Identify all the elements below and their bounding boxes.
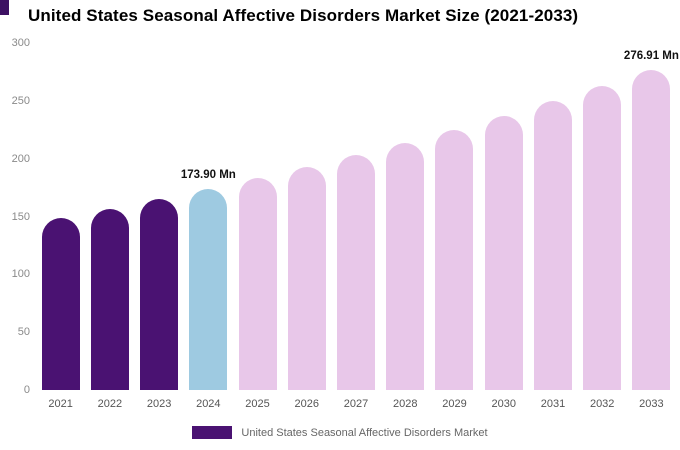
x-tick-label-2021: 2021 bbox=[48, 398, 73, 410]
x-tick-label-2022: 2022 bbox=[97, 398, 123, 410]
bar-2028 bbox=[386, 142, 425, 390]
legend: United States Seasonal Affective Disorde… bbox=[0, 426, 680, 439]
bar-column-2031: 2031 bbox=[528, 43, 577, 410]
y-tick-label: 200 bbox=[11, 152, 30, 165]
bar-2026 bbox=[287, 167, 326, 390]
y-tick-label: 300 bbox=[11, 37, 30, 49]
bar-2027 bbox=[337, 155, 376, 390]
y-tick-label: 100 bbox=[11, 268, 30, 281]
y-tick-label: 250 bbox=[11, 94, 30, 107]
y-tick-label: 150 bbox=[11, 210, 30, 223]
bar-column-2029: 2029 bbox=[430, 43, 479, 410]
bar-2030 bbox=[484, 115, 523, 390]
bar-column-2033: 276.91 Mn 2033 bbox=[623, 43, 679, 410]
y-tick-label: 50 bbox=[17, 326, 30, 339]
bar-column-2025: 2025 bbox=[233, 43, 282, 410]
bar-2024 bbox=[189, 188, 228, 390]
bar-2033 bbox=[632, 69, 671, 390]
x-tick-label-2027: 2027 bbox=[343, 398, 369, 410]
bar-column-2022: 2022 bbox=[85, 43, 134, 410]
plot-area: 0 50 100 150 200 250 300 2021 2022 2023 173.90 Mn… bbox=[0, 37, 680, 410]
bar-2023 bbox=[140, 198, 179, 390]
bar-2021 bbox=[41, 217, 80, 390]
chart-title: United States Seasonal Affective Disorde… bbox=[28, 6, 579, 25]
x-tick-label-2023: 2023 bbox=[146, 398, 172, 410]
x-tick-label-2029: 2029 bbox=[442, 398, 467, 410]
x-tick-label-2024: 2024 bbox=[196, 398, 221, 410]
bar-column-2023: 2023 bbox=[134, 43, 183, 410]
y-axis: 0 50 100 150 200 250 300 bbox=[0, 37, 30, 396]
x-tick-label-2032: 2032 bbox=[589, 398, 615, 410]
x-tick-label-2026: 2026 bbox=[294, 398, 320, 410]
bar-column-2021: 2021 bbox=[36, 43, 85, 410]
y-tick-label: 0 bbox=[23, 384, 30, 396]
bar-column-2026: 2026 bbox=[282, 43, 331, 410]
bar-2022 bbox=[90, 208, 129, 390]
bar-series: 2021 2022 2023 173.90 Mn 2024 2025 2026 2027 202… bbox=[36, 43, 679, 410]
bar-column-2032: 2032 bbox=[578, 43, 627, 410]
corner-artifact bbox=[0, 0, 9, 15]
x-tick-label-2028: 2028 bbox=[393, 398, 418, 410]
bar-2025 bbox=[238, 178, 277, 390]
bar-value-label-2024: 173.90 Mn bbox=[180, 168, 236, 181]
x-tick-label-2030: 2030 bbox=[491, 398, 516, 410]
bar-2032 bbox=[583, 85, 622, 390]
legend-label: United States Seasonal Affective Disorde… bbox=[241, 426, 488, 439]
x-tick-label-2025: 2025 bbox=[245, 398, 270, 410]
bar-column-2024: 173.90 Mn 2024 bbox=[180, 43, 236, 410]
x-tick-label-2033: 2033 bbox=[639, 398, 664, 410]
bar-value-label-2033: 276.91 Mn bbox=[623, 49, 679, 62]
x-tick-label-2031: 2031 bbox=[540, 398, 566, 410]
bar-2029 bbox=[435, 129, 474, 390]
bar-column-2027: 2027 bbox=[331, 43, 380, 410]
legend-swatch bbox=[192, 426, 233, 439]
bar-column-2030: 2030 bbox=[479, 43, 528, 410]
bar-column-2028: 2028 bbox=[381, 43, 430, 410]
bar-2031 bbox=[533, 101, 572, 390]
